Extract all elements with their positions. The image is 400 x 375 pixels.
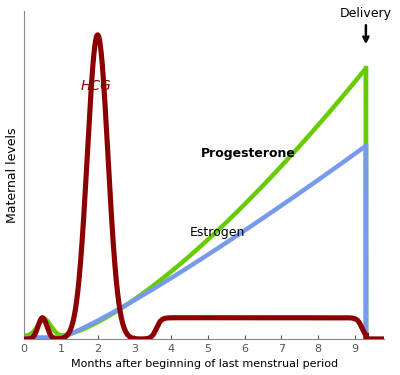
Text: Progesterone: Progesterone	[200, 147, 295, 159]
Text: HCG: HCG	[81, 79, 112, 93]
Text: Estrogen: Estrogen	[190, 226, 245, 238]
Y-axis label: Maternal levels: Maternal levels	[6, 127, 18, 222]
X-axis label: Months after beginning of last menstrual period: Months after beginning of last menstrual…	[71, 360, 338, 369]
Text: Delivery: Delivery	[340, 7, 392, 42]
